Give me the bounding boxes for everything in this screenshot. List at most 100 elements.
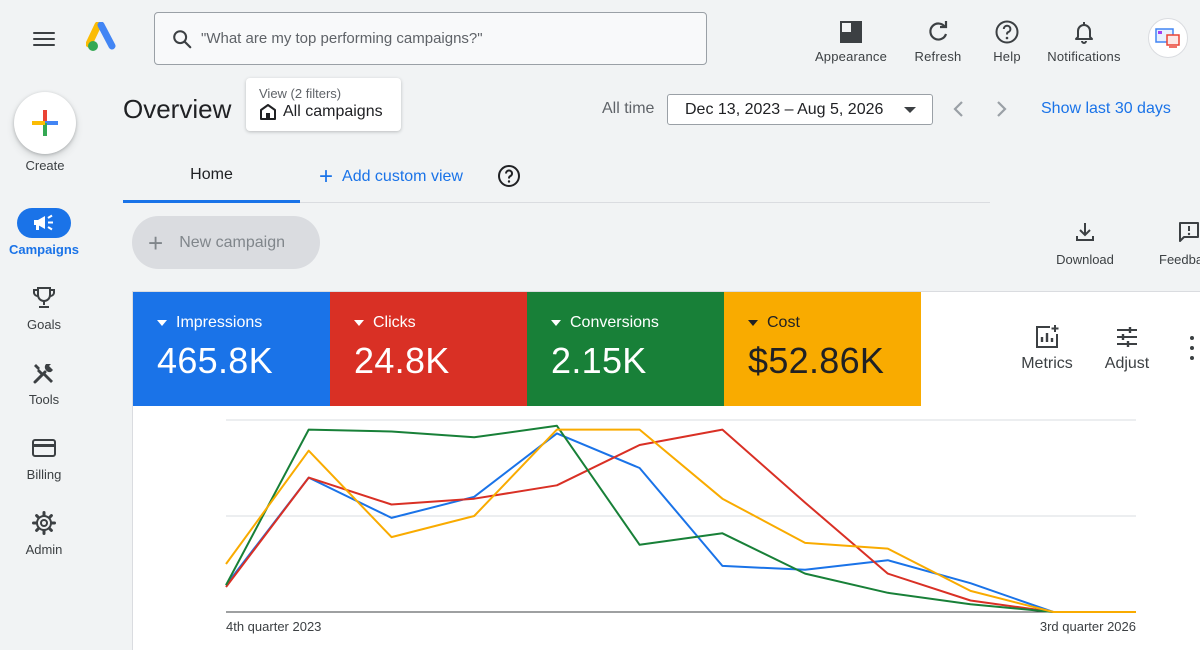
more-dot-icon xyxy=(1190,356,1194,360)
help-icon[interactable] xyxy=(497,164,521,188)
metric-tile-impressions[interactable]: Impressions 465.8K xyxy=(133,292,330,406)
view-filter-value: All campaigns xyxy=(283,103,383,120)
adjust-button[interactable]: Adjust xyxy=(1097,324,1157,373)
metric-tile-cost[interactable]: Cost $52.86K xyxy=(724,292,921,406)
chart-series-line-1 xyxy=(225,432,1136,613)
account-avatar-icon xyxy=(1155,28,1180,48)
x-axis-start-label: 4th quarter 2023 xyxy=(226,619,321,634)
sidebar-item-campaigns-indicator xyxy=(17,208,71,238)
chart-series-line-4 xyxy=(225,428,1136,613)
metric-name: Conversions xyxy=(570,314,659,331)
sidebar-item-label: Billing xyxy=(26,467,62,482)
feedback-label: Feedback xyxy=(1159,252,1200,267)
feedback-button[interactable]: Feedback xyxy=(1159,220,1200,267)
sidebar-item-admin[interactable]: Admin xyxy=(0,508,88,557)
more-options-button[interactable] xyxy=(1185,336,1199,360)
help-icon xyxy=(995,20,1019,44)
feedback-icon xyxy=(1179,222,1199,242)
hamburger-line xyxy=(33,32,55,34)
metric-value: $52.86K xyxy=(748,340,885,381)
sidebar-item-tools-indicator xyxy=(17,358,71,388)
help-button[interactable]: Help xyxy=(986,8,1028,64)
sidebar-item-tools[interactable]: Tools xyxy=(0,358,88,407)
search-bar[interactable] xyxy=(154,12,707,65)
performance-card: Impressions 465.8K Clicks 24.8K Conversi… xyxy=(132,291,1200,650)
plus-icon xyxy=(32,110,58,136)
building-icon xyxy=(260,104,276,120)
dropdown-triangle-icon xyxy=(354,320,364,326)
performance-line-chart: 4th quarter 2023 3rd quarter 2026 xyxy=(225,419,1136,634)
metric-name: Impressions xyxy=(176,314,263,331)
notifications-label: Notifications xyxy=(1047,49,1121,64)
refresh-button[interactable]: Refresh xyxy=(910,8,966,64)
tools-icon xyxy=(33,364,53,384)
metric-label: Impressions xyxy=(157,314,330,332)
sidebar-item-label: Campaigns xyxy=(8,242,80,257)
appearance-label: Appearance xyxy=(814,49,888,64)
chart-series-line-2 xyxy=(225,428,1136,613)
refresh-icon xyxy=(929,21,948,41)
google-ads-logo[interactable] xyxy=(86,22,120,54)
page-title: Overview xyxy=(123,94,232,124)
adjust-label: Adjust xyxy=(1104,355,1150,372)
tab-home[interactable]: Home xyxy=(123,150,300,203)
sidebar-item-billing[interactable]: Billing xyxy=(0,433,88,482)
create-label: Create xyxy=(25,158,65,173)
top-bar: Appearance Refresh Help Notifications xyxy=(0,0,1200,76)
chart-add-icon xyxy=(1036,325,1059,348)
previous-period-button[interactable] xyxy=(946,96,972,122)
x-axis-end-label: 3rd quarter 2026 xyxy=(1040,619,1136,634)
next-period-button[interactable] xyxy=(988,96,1014,122)
add-custom-view-label: Add custom view xyxy=(342,167,463,185)
metric-label: Conversions xyxy=(551,314,724,332)
new-campaign-label: New campaign xyxy=(179,233,286,251)
view-filter-button[interactable]: View (2 filters) All campaigns xyxy=(246,78,401,131)
show-last-30-days-link[interactable]: Show last 30 days xyxy=(1041,100,1171,117)
view-filter-label: View (2 filters) xyxy=(259,86,342,101)
main-menu-button[interactable] xyxy=(22,22,66,56)
metric-name: Clicks xyxy=(373,314,416,331)
new-campaign-button[interactable]: + New campaign xyxy=(132,216,320,269)
metric-label: Clicks xyxy=(354,314,527,332)
help-label: Help xyxy=(993,49,1021,64)
all-time-label: All time xyxy=(602,100,655,117)
side-navigation: Create Campaigns xyxy=(0,76,90,650)
view-tabs: Home + Add custom view xyxy=(123,150,990,203)
search-input[interactable] xyxy=(201,30,681,47)
search-icon xyxy=(173,29,192,48)
more-dot-icon xyxy=(1190,346,1194,350)
metric-name: Cost xyxy=(767,314,800,331)
trophy-icon xyxy=(33,287,55,308)
dropdown-triangle-icon xyxy=(157,320,167,326)
create-button[interactable] xyxy=(14,92,76,154)
appearance-button[interactable]: Appearance xyxy=(812,8,890,64)
metrics-label: Metrics xyxy=(1021,355,1073,372)
sidebar-item-campaigns[interactable]: Campaigns xyxy=(0,208,88,257)
metric-value: 465.8K xyxy=(157,340,273,381)
add-custom-view-button[interactable]: + Add custom view xyxy=(319,150,463,203)
dropdown-triangle-icon xyxy=(748,320,758,326)
view-filter-value-row: All campaigns xyxy=(259,103,401,121)
metric-value: 24.8K xyxy=(354,340,450,381)
sidebar-item-label: Admin xyxy=(25,542,63,557)
bell-icon xyxy=(1075,22,1093,44)
plus-icon: + xyxy=(319,162,334,190)
sidebar-item-goals-indicator xyxy=(17,283,71,313)
megaphone-icon xyxy=(34,214,53,231)
metric-tile-clicks[interactable]: Clicks 24.8K xyxy=(330,292,527,406)
metric-label: Cost xyxy=(748,314,921,332)
date-range-select[interactable]: Dec 13, 2023 – Aug 5, 2026 xyxy=(667,94,933,125)
plus-icon: + xyxy=(148,227,164,258)
notifications-button[interactable]: Notifications xyxy=(1042,8,1126,64)
download-label: Download xyxy=(1056,252,1114,267)
sidebar-item-label: Tools xyxy=(28,392,60,407)
download-icon xyxy=(1076,223,1094,241)
metrics-button[interactable]: Metrics xyxy=(1017,324,1077,373)
account-avatar[interactable] xyxy=(1148,18,1188,58)
download-button[interactable]: Download xyxy=(1052,220,1118,267)
dropdown-caret-icon xyxy=(904,107,916,113)
date-range-value: Dec 13, 2023 – Aug 5, 2026 xyxy=(685,100,884,118)
sidebar-item-goals[interactable]: Goals xyxy=(0,283,88,332)
metric-tile-conversions[interactable]: Conversions 2.15K xyxy=(527,292,724,406)
